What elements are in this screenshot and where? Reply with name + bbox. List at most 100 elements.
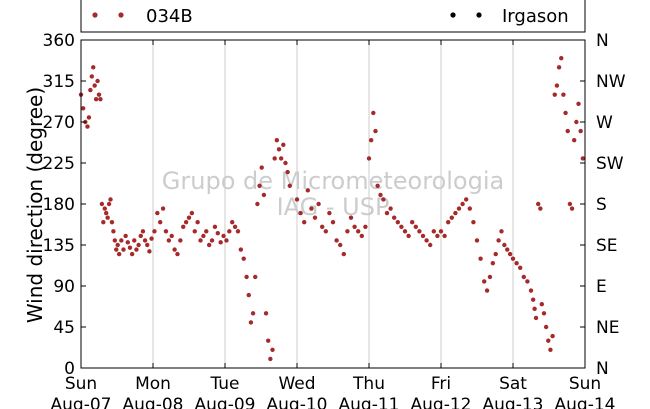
point-0-97 (305, 188, 310, 193)
point-0-32 (132, 238, 137, 243)
point-0-183 (569, 206, 575, 211)
point-0-168 (538, 206, 543, 211)
point-0-171 (543, 324, 549, 330)
point-0-60 (206, 242, 212, 248)
point-0-132 (424, 238, 429, 243)
point-0-131 (420, 233, 426, 239)
point-0-154 (499, 229, 504, 234)
point-0-114 (366, 156, 372, 161)
point-0-68 (230, 220, 235, 225)
point-0-9 (93, 97, 99, 102)
point-0-8 (92, 83, 97, 88)
y-tick-label-5: 225 (43, 154, 75, 174)
point-0-83 (266, 338, 271, 343)
point-0-157 (507, 251, 513, 257)
point-0-80 (259, 165, 264, 170)
point-0-169 (539, 302, 544, 307)
y-tick-label-7: 315 (43, 72, 75, 92)
point-0-101 (320, 224, 325, 229)
point-0-125 (399, 224, 404, 229)
point-0-146 (474, 238, 480, 243)
point-0-38 (145, 242, 150, 248)
point-0-71 (238, 247, 244, 252)
point-0-20 (109, 220, 115, 225)
point-0-74 (246, 292, 251, 298)
point-0-112 (359, 233, 364, 239)
legend-label-irgason: Irgason (502, 6, 569, 27)
point-0-96 (302, 220, 307, 225)
point-0-119 (378, 192, 383, 198)
point-0-84 (268, 356, 273, 362)
point-0-151 (490, 261, 496, 266)
x-tick-label-date-1: Aug-08 (123, 395, 184, 409)
point-0-105 (334, 238, 339, 243)
point-0-145 (471, 220, 476, 225)
point-0-173 (548, 347, 553, 352)
point-0-163 (528, 288, 534, 293)
point-0-121 (384, 210, 390, 216)
point-0-11 (96, 92, 102, 97)
point-0-85 (270, 347, 275, 352)
y-tick-label-4: 180 (43, 195, 75, 215)
point-0-99 (312, 215, 318, 220)
point-0-127 (406, 233, 411, 239)
point-0-185 (574, 119, 579, 125)
x-tick-label-date-4: Aug-11 (339, 395, 400, 409)
point-0-140 (453, 210, 458, 216)
point-0-37 (142, 238, 148, 243)
y-tick-label-8: 360 (43, 31, 75, 51)
point-0-130 (417, 229, 422, 234)
point-0-29 (125, 240, 130, 245)
point-0-174 (550, 333, 555, 339)
point-0-30 (127, 245, 133, 250)
point-0-89 (278, 156, 284, 161)
point-0-150 (487, 274, 493, 280)
point-0-47 (169, 233, 174, 239)
point-0-57 (198, 238, 203, 243)
point-0-46 (166, 238, 172, 243)
point-0-155 (502, 242, 507, 248)
point-0-164 (530, 297, 536, 302)
point-0-27 (121, 247, 126, 252)
x-tick-label-day-0: Sun (65, 374, 97, 394)
point-0-143 (464, 197, 469, 202)
right-tick-label-4: S (596, 195, 607, 215)
point-0-53 (186, 215, 192, 220)
point-0-135 (435, 233, 440, 239)
y-tick-label-3: 135 (43, 236, 75, 256)
point-0-67 (227, 229, 232, 234)
point-0-148 (482, 279, 487, 284)
watermark-line-1: Grupo de Micrometeorologia (162, 167, 504, 195)
point-0-55 (192, 229, 197, 234)
point-0-69 (232, 224, 238, 229)
point-0-40 (149, 236, 154, 241)
point-0-44 (160, 206, 166, 211)
point-0-166 (533, 315, 539, 321)
point-0-122 (388, 206, 393, 211)
point-0-13 (99, 201, 105, 207)
right-tick-label-1: NE (596, 318, 619, 338)
point-0-36 (140, 229, 146, 234)
point-0-156 (505, 247, 510, 252)
point-0-39 (147, 249, 152, 254)
point-0-133 (428, 242, 433, 248)
point-0-108 (345, 229, 350, 234)
point-0-187 (578, 128, 583, 134)
point-0-75 (248, 320, 254, 325)
point-0-128 (410, 220, 415, 225)
point-0-100 (316, 201, 321, 207)
legend-marker-irgason-1 (450, 12, 456, 18)
point-0-43 (158, 220, 163, 225)
x-tick-label-date-2: Aug-09 (195, 395, 256, 409)
right-tick-label-6: W (596, 113, 613, 133)
point-0-34 (136, 242, 141, 248)
x-tick-label-day-5: Fri (431, 374, 451, 394)
point-0-158 (510, 256, 516, 261)
point-0-26 (119, 238, 124, 243)
point-0-31 (129, 251, 135, 257)
right-tick-label-5: SW (596, 154, 624, 174)
right-tick-label-7: NW (596, 72, 626, 92)
point-0-7 (91, 65, 96, 70)
legend-marker-034b-1 (92, 12, 98, 18)
